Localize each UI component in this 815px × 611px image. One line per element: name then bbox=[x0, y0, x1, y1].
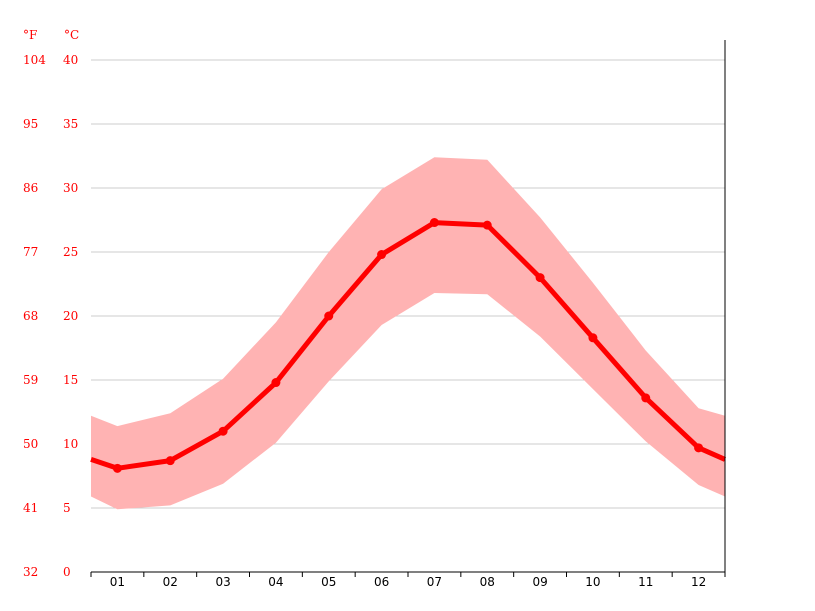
data-point bbox=[218, 426, 228, 436]
data-point bbox=[588, 333, 598, 343]
average-temperature-points bbox=[112, 218, 704, 473]
x-tick-label: 11 bbox=[638, 575, 653, 589]
average-temperature-line bbox=[90, 220, 727, 471]
data-point bbox=[271, 378, 281, 388]
data-point bbox=[482, 220, 492, 230]
data-point bbox=[535, 273, 545, 283]
y-tick-label-c: 20 bbox=[63, 309, 78, 323]
y-tick-label-c: 35 bbox=[63, 117, 78, 131]
x-tick-label: 07 bbox=[427, 575, 442, 589]
y-tick-label-c: 5 bbox=[63, 501, 71, 515]
celsius-unit-label: °C bbox=[64, 28, 79, 42]
x-tick-label: 09 bbox=[532, 575, 547, 589]
data-point bbox=[429, 218, 439, 228]
x-tick-label: 01 bbox=[110, 575, 125, 589]
y-tick-label-f: 68 bbox=[23, 309, 38, 323]
y-tick-label-f: 59 bbox=[23, 373, 38, 387]
data-point bbox=[324, 311, 334, 321]
data-point bbox=[694, 443, 704, 453]
x-tick-label: 05 bbox=[321, 575, 336, 589]
x-tick-label: 02 bbox=[163, 575, 178, 589]
data-point bbox=[377, 250, 387, 260]
data-point bbox=[112, 463, 122, 473]
y-tick-label-f: 50 bbox=[23, 437, 38, 451]
y-tick-label-c: 10 bbox=[63, 437, 78, 451]
fahrenheit-unit-label: °F bbox=[23, 28, 37, 42]
y-tick-label-f: 41 bbox=[23, 501, 38, 515]
x-axis: 01 02 03 04 05 06 07 08 09 10 11 12 bbox=[90, 40, 726, 589]
y-tick-label-f: 95 bbox=[23, 117, 38, 131]
x-tick-label: 10 bbox=[585, 575, 600, 589]
y-tick-label-c: 30 bbox=[63, 181, 78, 195]
y-tick-label-c: 25 bbox=[63, 245, 78, 259]
x-tick-label: 03 bbox=[215, 575, 230, 589]
y-axis-ticks: 32 0 41 5 50 10 59 15 68 20 77 25 86 30 95 35 104 40 bbox=[23, 53, 78, 579]
y-tick-label-f: 77 bbox=[23, 245, 38, 259]
data-point bbox=[641, 393, 651, 403]
y-tick-label-c: 15 bbox=[63, 373, 78, 387]
x-tick-label: 04 bbox=[268, 575, 283, 589]
y-tick-label-c: 0 bbox=[63, 565, 71, 579]
y-tick-label-f: 104 bbox=[23, 53, 46, 67]
y-tick-label-c: 40 bbox=[63, 53, 78, 67]
y-tick-label-f: 32 bbox=[23, 565, 38, 579]
x-tick-label: 08 bbox=[480, 575, 495, 589]
temperature-range-band bbox=[91, 157, 725, 510]
x-tick-label: 12 bbox=[691, 575, 706, 589]
y-tick-label-f: 86 bbox=[23, 181, 38, 195]
data-point bbox=[165, 456, 175, 466]
x-tick-label: 06 bbox=[374, 575, 389, 589]
